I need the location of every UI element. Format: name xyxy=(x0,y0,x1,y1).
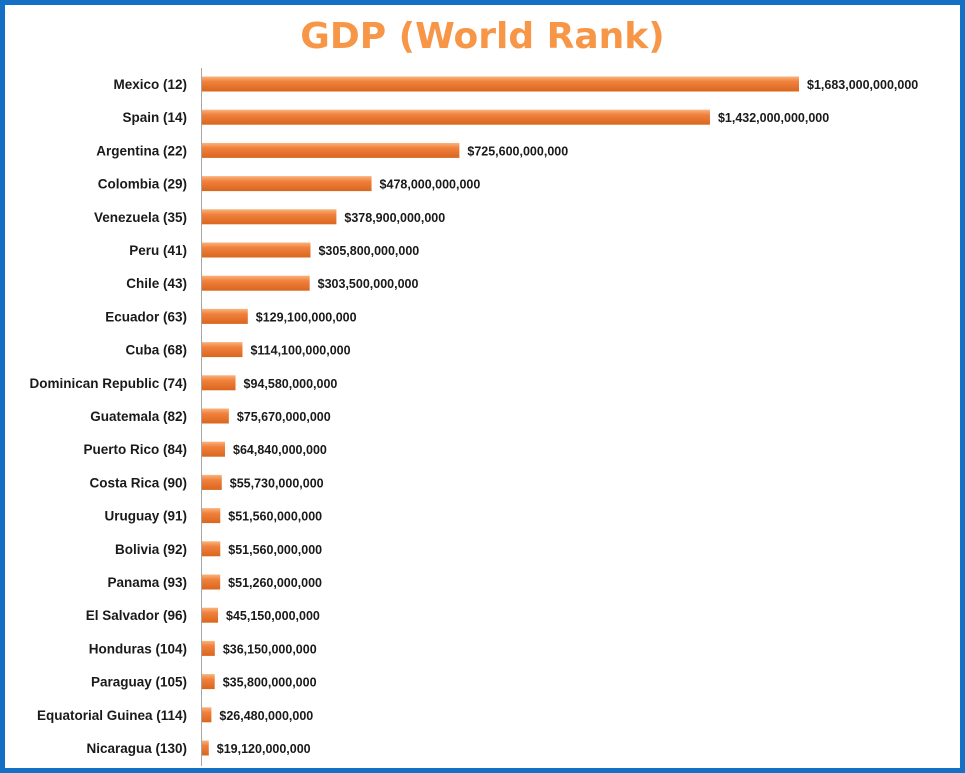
bar xyxy=(202,441,226,457)
bar xyxy=(202,209,337,225)
bars-group xyxy=(202,76,799,756)
data-label: $129,100,000,000 xyxy=(256,310,357,324)
category-label: Costa Rica (90) xyxy=(89,475,187,490)
category-label: Equatorial Guinea (114) xyxy=(37,708,187,723)
category-label: El Salvador (96) xyxy=(86,608,187,623)
data-label: $303,500,000,000 xyxy=(318,277,419,291)
bar xyxy=(202,408,229,424)
category-label: Argentina (22) xyxy=(96,143,187,158)
category-label: Bolivia (92) xyxy=(115,542,187,557)
bar xyxy=(202,574,221,590)
bar xyxy=(202,242,311,258)
data-label: $64,840,000,000 xyxy=(233,443,327,457)
data-label: $51,260,000,000 xyxy=(228,576,322,590)
data-label: $1,683,000,000,000 xyxy=(807,78,918,92)
category-label: Venezuela (35) xyxy=(94,210,187,225)
data-label: $114,100,000,000 xyxy=(250,344,350,358)
data-label: $378,900,000,000 xyxy=(344,211,445,225)
bar xyxy=(202,740,209,756)
data-label: $45,150,000,000 xyxy=(226,609,320,623)
category-label: Puerto Rico (84) xyxy=(83,442,187,457)
data-label: $19,120,000,000 xyxy=(217,742,311,756)
category-label: Dominican Republic (74) xyxy=(29,376,187,391)
category-label: Honduras (104) xyxy=(89,641,187,656)
data-label: $75,670,000,000 xyxy=(237,410,331,424)
chart-title: GDP (World Rank) xyxy=(300,16,665,57)
data-label: $478,000,000,000 xyxy=(380,178,481,192)
bar xyxy=(202,640,215,656)
bar xyxy=(202,76,799,92)
category-label: Uruguay (91) xyxy=(104,509,187,524)
bar xyxy=(202,176,372,192)
value-labels: $1,683,000,000,000 $1,432,000,000,000 $725… xyxy=(217,78,918,756)
category-label: Peru (41) xyxy=(129,243,187,258)
data-label: $51,560,000,000 xyxy=(228,510,322,524)
category-label: Nicaragua (130) xyxy=(86,741,187,756)
category-label: Paraguay (105) xyxy=(91,675,187,690)
bar xyxy=(202,275,310,291)
bar xyxy=(202,541,221,557)
bar xyxy=(202,707,212,723)
bar xyxy=(202,474,222,490)
category-label: Cuba (68) xyxy=(125,343,187,358)
data-label: $305,800,000,000 xyxy=(318,244,419,258)
data-label: $35,800,000,000 xyxy=(223,676,317,690)
data-label: $51,560,000,000 xyxy=(228,543,322,557)
data-label: $26,480,000,000 xyxy=(219,709,313,723)
data-label: $1,432,000,000,000 xyxy=(718,111,829,125)
data-label: $55,730,000,000 xyxy=(230,476,324,490)
category-label: Chile (43) xyxy=(126,276,187,291)
category-label: Mexico (12) xyxy=(113,77,187,92)
data-label: $94,580,000,000 xyxy=(244,377,338,391)
bar xyxy=(202,342,243,358)
data-label: $725,600,000,000 xyxy=(467,144,568,158)
bar xyxy=(202,607,219,623)
bar xyxy=(202,308,248,324)
category-label: Colombia (29) xyxy=(98,177,187,192)
category-label: Panama (93) xyxy=(107,575,187,590)
category-label: Ecuador (63) xyxy=(105,309,187,324)
data-label: $36,150,000,000 xyxy=(223,642,317,656)
bar xyxy=(202,142,460,158)
bar xyxy=(202,508,221,524)
category-labels: Mexico (12) Spain (14) Argentina (22) Colom… xyxy=(29,77,187,756)
category-label: Guatemala (82) xyxy=(90,409,187,424)
category-label: Spain (14) xyxy=(122,110,187,125)
bar xyxy=(202,674,215,690)
bar xyxy=(202,375,236,391)
bar xyxy=(202,109,710,125)
